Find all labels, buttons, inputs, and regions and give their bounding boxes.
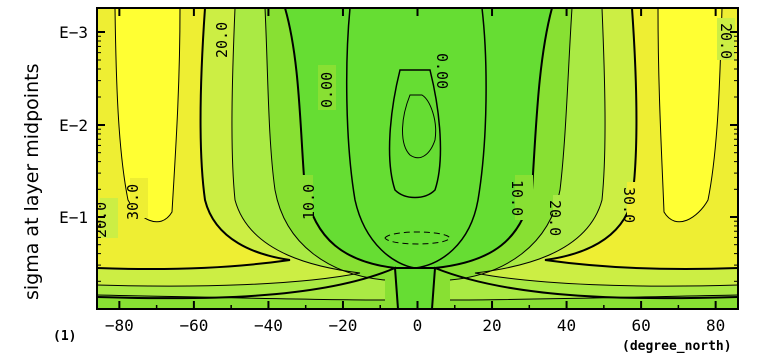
x-tick-label: −20 bbox=[329, 316, 358, 335]
contour-line bbox=[345, 8, 487, 269]
contour-label: 20.0 bbox=[717, 23, 735, 59]
x-tick-label: 0 bbox=[413, 316, 423, 335]
contour-line bbox=[97, 266, 399, 309]
contour-label: 0.00 bbox=[433, 53, 451, 89]
fill-band-2 bbox=[97, 8, 738, 300]
contour-line bbox=[97, 8, 291, 271]
contour-label: 20.0 bbox=[92, 202, 110, 238]
y-axis: E−3 E−2 E−1 bbox=[59, 23, 738, 282]
contour-line bbox=[431, 266, 738, 309]
x-tick-label: −80 bbox=[105, 316, 134, 335]
contour-line bbox=[657, 8, 723, 223]
contour-label: 20.0 bbox=[546, 200, 564, 236]
contour-line bbox=[474, 8, 738, 287]
contour-line bbox=[264, 8, 386, 281]
x-axis: −80 −60 −40 −20 0 20 40 60 80 bbox=[105, 8, 725, 335]
y-axis-label: sigma at layer midpoints bbox=[21, 64, 43, 300]
contour-line bbox=[449, 294, 738, 301]
contour-labels: 20.0 30.0 20.0 10.0 0.00 0.00 10.0 20.0 … bbox=[92, 18, 735, 240]
contour-label: 30.0 bbox=[124, 184, 142, 220]
contour-label: 10.0 bbox=[508, 180, 526, 216]
contour-line bbox=[97, 8, 361, 287]
y-tick-label: E−3 bbox=[59, 23, 88, 42]
contour-line bbox=[544, 8, 738, 271]
x-tick-label: 40 bbox=[557, 316, 576, 335]
contour-label: 30.0 bbox=[620, 187, 638, 223]
y-tick-label: E−2 bbox=[59, 116, 88, 135]
figure-index-label: (1) bbox=[53, 329, 76, 344]
x-tick-label: 60 bbox=[631, 316, 650, 335]
contour-line bbox=[402, 94, 437, 159]
x-tick-label: 80 bbox=[706, 316, 725, 335]
x-tick-label: −40 bbox=[254, 316, 283, 335]
x-axis-unit-label: (degree_north) bbox=[622, 339, 732, 354]
fill-trough bbox=[346, 8, 487, 268]
plot-area: 20.0 30.0 20.0 10.0 0.00 0.00 10.0 20.0 … bbox=[92, 8, 738, 309]
contour-label: 10.0 bbox=[300, 184, 318, 220]
contour-label: 20.0 bbox=[213, 22, 231, 58]
contour-line bbox=[284, 8, 553, 269]
contour-line bbox=[114, 8, 181, 223]
x-tick-label: −60 bbox=[179, 316, 208, 335]
contour-line bbox=[97, 294, 386, 301]
contour-line bbox=[388, 69, 442, 199]
x-tick-label: 20 bbox=[482, 316, 501, 335]
fill-band-5 bbox=[115, 8, 722, 222]
contour-line bbox=[449, 8, 573, 281]
y-tick-label: E−1 bbox=[59, 208, 88, 227]
contour-label: 0.00 bbox=[318, 72, 336, 108]
